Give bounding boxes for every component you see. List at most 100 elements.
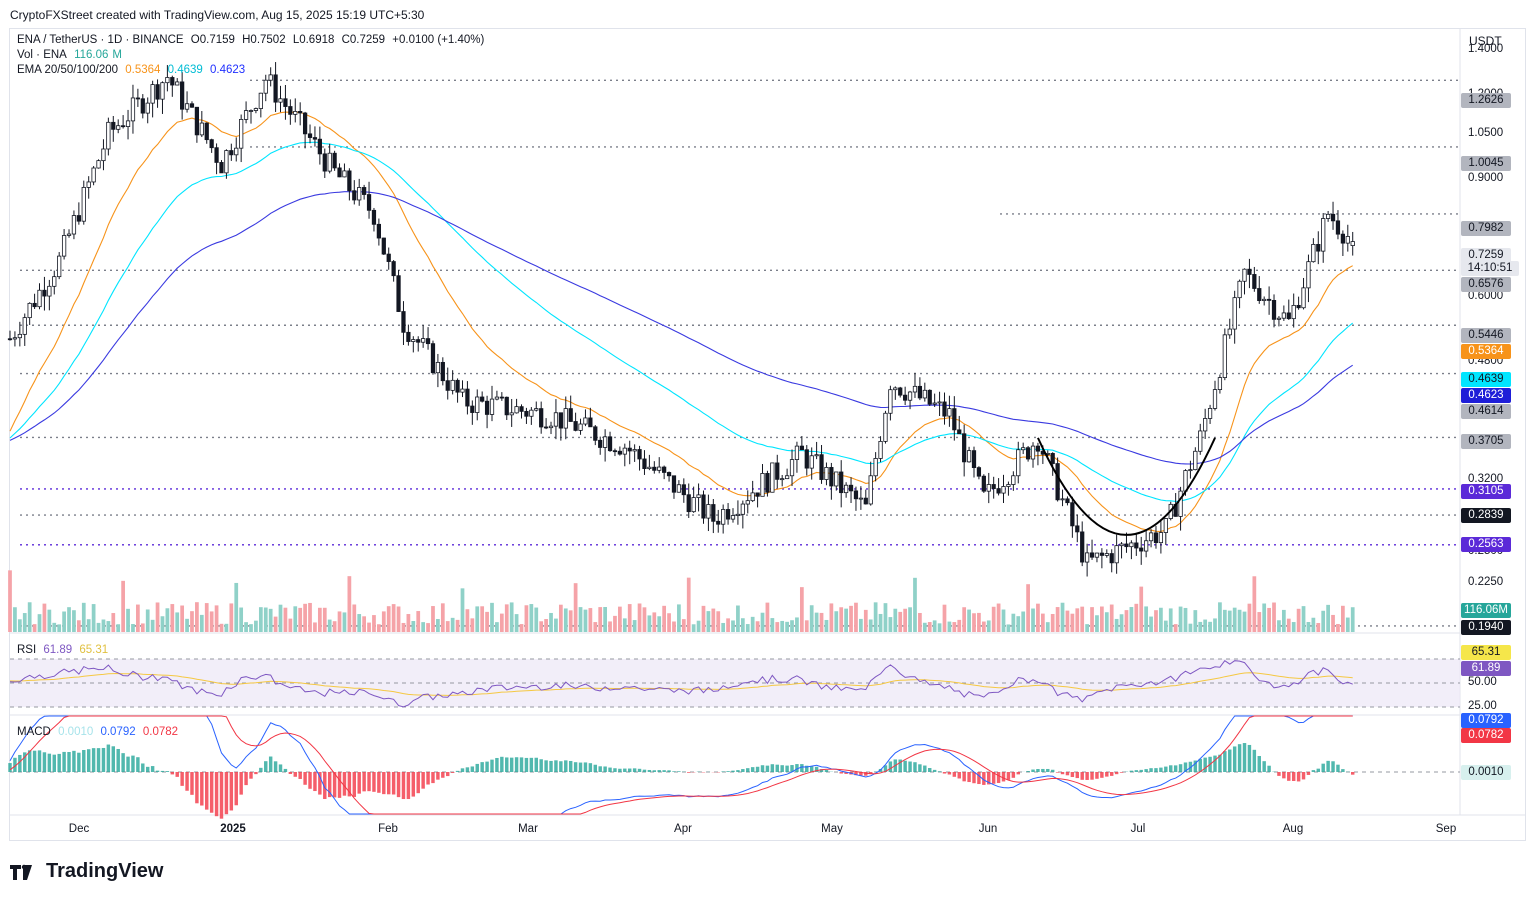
macd-histogram-bar	[1129, 770, 1134, 772]
volume-bar	[465, 609, 470, 632]
candle-body	[558, 412, 563, 429]
candle-body	[1188, 469, 1193, 472]
volume-bar	[529, 604, 534, 632]
candle-body	[1311, 243, 1316, 263]
candle-body	[1271, 300, 1277, 320]
macd-histogram-bar	[1287, 772, 1291, 781]
volume-bar	[101, 619, 106, 632]
volume-bar	[1065, 610, 1070, 632]
macd-histogram-bar	[259, 767, 263, 772]
volume-bar	[736, 605, 740, 632]
candle-body	[780, 478, 785, 481]
candle-body	[730, 515, 736, 520]
volume-bar	[1232, 607, 1237, 632]
macd-histogram-bar	[1090, 772, 1094, 780]
macd-histogram-bar	[1134, 770, 1139, 772]
price-tick-label: 0.2250	[1468, 575, 1504, 588]
candle-body	[1340, 233, 1345, 244]
macd-histogram-bar	[126, 756, 130, 772]
candle-body	[258, 92, 263, 109]
volume-bar	[254, 620, 258, 632]
price-tag: 1.2626	[1461, 93, 1511, 108]
time-tick-label: Apr	[674, 823, 692, 835]
volume-bar	[1011, 613, 1016, 632]
volume-bar	[677, 604, 681, 632]
volume-bar	[967, 609, 971, 632]
candle-body	[1089, 552, 1095, 558]
price-tag: 0.3705	[1461, 434, 1511, 449]
price-tag: 0.5446	[1461, 328, 1511, 343]
candle-body	[1257, 288, 1262, 301]
macd-histogram-bar	[1095, 772, 1099, 779]
macd-histogram-bar	[1247, 744, 1252, 772]
candle-body	[1217, 377, 1223, 390]
candle-body	[47, 285, 52, 297]
candle-body	[686, 494, 691, 513]
candle-body	[298, 111, 303, 114]
macd-label[interactable]: MACD	[17, 726, 51, 738]
volume-bar	[750, 616, 755, 632]
candle-body	[224, 150, 229, 174]
macd-histogram-bar	[1026, 771, 1030, 772]
volume-bar	[588, 608, 593, 632]
candle-body	[784, 475, 790, 480]
candle-body	[57, 255, 62, 278]
macd-histogram-bar	[86, 749, 91, 772]
symbol-title[interactable]: ENA / TetherUS · 1D · BINANCE	[17, 34, 184, 46]
candle-body	[214, 147, 219, 163]
rsi-label[interactable]: RSI	[17, 644, 37, 656]
candle-body	[701, 494, 706, 519]
candle-body	[681, 484, 686, 496]
candle-body	[1065, 498, 1070, 504]
tradingview-logo[interactable]: TradingView	[10, 860, 163, 883]
macd-histogram-bar	[883, 765, 888, 772]
currency-label[interactable]: USDT	[1469, 34, 1502, 48]
volume-bar	[1188, 623, 1193, 632]
candle-body	[130, 97, 136, 122]
volume-bar	[691, 624, 696, 632]
macd-histogram-bar	[426, 772, 430, 785]
macd-histogram-bar	[411, 772, 416, 797]
ema20-line	[9, 111, 1353, 532]
price-tag: 65.31	[1461, 645, 1511, 660]
volume-bar	[1149, 616, 1153, 632]
macd-histogram-bar	[898, 759, 902, 772]
candle-body	[204, 122, 209, 141]
macd-histogram-bar	[313, 772, 317, 792]
rsi-tick-label: 25.00	[1468, 700, 1497, 712]
macd-histogram-bar	[347, 772, 352, 797]
price-tag: 0.0010	[1461, 765, 1511, 780]
macd-histogram-bar	[1085, 772, 1089, 780]
candle-body	[1099, 552, 1104, 556]
volume-bar	[996, 603, 1001, 632]
macd-histogram-bar	[131, 755, 135, 772]
candle-body	[976, 467, 982, 477]
candle-body	[155, 84, 160, 100]
macd-histogram-bar	[1252, 749, 1257, 772]
macd-histogram-bar	[568, 760, 573, 772]
volume-bar	[657, 616, 662, 632]
macd-histogram-bar	[460, 768, 465, 772]
candle-body	[1252, 274, 1257, 289]
volume-bar	[278, 604, 283, 632]
price-tag: 116.06M	[1461, 603, 1511, 618]
volume-bar	[1247, 603, 1252, 632]
candle-body	[824, 467, 829, 480]
volume-bar	[391, 604, 396, 632]
volume-bar	[195, 602, 199, 632]
macd-histogram-bar	[1114, 772, 1119, 775]
macd-histogram-bar	[805, 765, 809, 772]
ema-label[interactable]: EMA 20/50/100/200	[17, 64, 119, 76]
volume-label[interactable]: Vol · ENA	[17, 49, 67, 61]
macd-histogram-bar	[1109, 772, 1114, 776]
candle-body	[1055, 463, 1060, 501]
candle-body	[1104, 553, 1109, 556]
volume-bar	[160, 616, 165, 632]
volume-bar	[883, 603, 888, 632]
candle-body	[627, 447, 632, 452]
macd-histogram-bar	[1262, 761, 1266, 772]
volume-bar	[1060, 602, 1065, 632]
macd-histogram-bar	[1139, 769, 1143, 772]
volume-bar	[534, 607, 539, 632]
